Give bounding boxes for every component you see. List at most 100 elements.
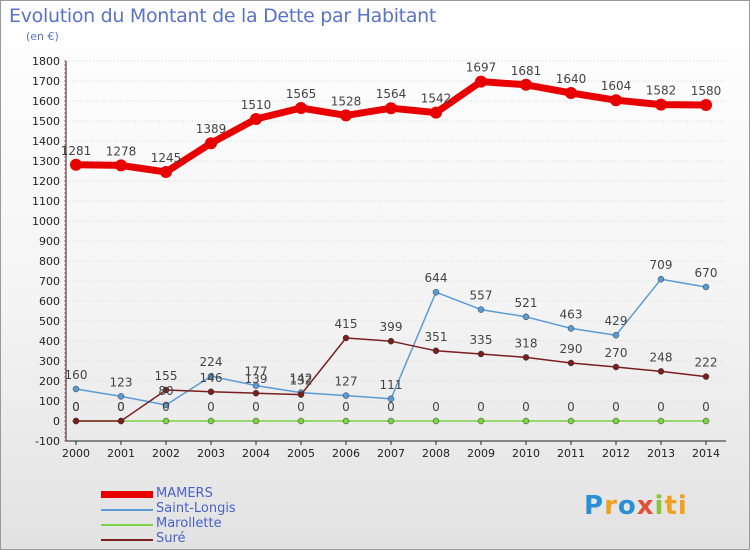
data-point-marollette xyxy=(432,417,440,425)
data-point-marollette xyxy=(297,417,305,425)
data-label-mamers: 1245 xyxy=(151,151,182,165)
data-point-mamers xyxy=(250,113,262,125)
data-label-saint-longis: 521 xyxy=(515,296,538,310)
data-label-mamers: 1697 xyxy=(466,61,497,75)
data-label-mamers: 1564 xyxy=(376,87,407,101)
data-point-marollette xyxy=(657,417,665,425)
data-point-mamers xyxy=(205,137,217,150)
data-point-saint-longis xyxy=(657,275,665,283)
data-point-marollette xyxy=(702,417,710,425)
data-label-sure: 351 xyxy=(425,330,448,344)
x-tick-label: 2004 xyxy=(242,447,270,460)
data-label-marollette: 0 xyxy=(162,400,170,414)
data-label-marollette: 0 xyxy=(297,400,305,414)
data-point-saint-longis xyxy=(567,325,575,332)
data-point-saint-longis xyxy=(477,306,485,313)
y-tick-label: 300 xyxy=(39,355,60,368)
data-label-saint-longis: 127 xyxy=(335,375,358,389)
data-label-marollette: 0 xyxy=(432,400,440,414)
data-label-sure: 139 xyxy=(245,372,268,386)
y-tick-label: 1100 xyxy=(32,195,60,208)
data-label-mamers: 1389 xyxy=(196,122,227,136)
x-tick-label: 2008 xyxy=(422,447,450,460)
data-point-mamers xyxy=(520,78,532,91)
data-label-marollette: 0 xyxy=(117,400,125,414)
y-tick-label: -100 xyxy=(35,435,60,448)
data-label-saint-longis: 644 xyxy=(425,271,448,285)
data-point-mamers xyxy=(430,106,442,119)
y-tick-label: 1600 xyxy=(32,95,60,108)
data-label-sure: 0 xyxy=(72,400,80,414)
y-tick-label: 700 xyxy=(39,275,60,288)
x-tick-label: 2000 xyxy=(62,447,90,460)
data-point-marollette xyxy=(387,417,395,425)
data-label-saint-longis: 709 xyxy=(650,258,673,272)
data-point-sure xyxy=(207,388,215,396)
data-point-mamers xyxy=(340,109,352,122)
legend-label-marollette: Marollette xyxy=(156,516,222,531)
data-point-sure xyxy=(432,347,440,355)
data-label-marollette: 0 xyxy=(72,400,80,414)
data-point-marollette xyxy=(612,417,620,425)
data-label-saint-longis: 123 xyxy=(110,375,133,389)
x-tick-label: 2014 xyxy=(692,447,720,460)
data-point-mamers xyxy=(565,87,577,99)
data-label-marollette: 0 xyxy=(567,400,575,414)
data-point-mamers xyxy=(700,99,712,111)
x-tick-label: 2001 xyxy=(107,447,135,460)
data-point-mamers xyxy=(475,75,487,88)
data-label-saint-longis: 670 xyxy=(695,266,718,280)
x-tick-label: 2002 xyxy=(152,447,180,460)
chart-unit: (en €) xyxy=(26,30,59,43)
data-label-sure: 155 xyxy=(155,369,178,383)
y-tick-label: 1700 xyxy=(32,75,60,88)
data-point-sure xyxy=(297,391,305,398)
axes xyxy=(64,60,726,445)
data-label-sure: 146 xyxy=(200,371,223,385)
x-tick-label: 2007 xyxy=(377,447,405,460)
y-tick-label: 1500 xyxy=(32,115,60,128)
data-point-sure xyxy=(342,334,350,342)
data-point-sure xyxy=(612,363,620,371)
data-point-marollette xyxy=(162,417,170,425)
data-label-sure: 318 xyxy=(515,336,538,350)
data-point-mamers xyxy=(295,102,307,114)
data-point-saint-longis xyxy=(702,283,710,291)
data-label-marollette: 0 xyxy=(342,400,350,414)
data-point-marollette xyxy=(207,417,215,425)
data-label-marollette: 0 xyxy=(477,400,485,414)
y-tick-label: 1400 xyxy=(32,135,60,148)
data-point-saint-longis xyxy=(432,288,440,296)
data-point-marollette xyxy=(522,417,530,425)
data-label-mamers: 1640 xyxy=(556,72,587,86)
data-label-saint-longis: 463 xyxy=(560,307,583,321)
y-tick-label: 1800 xyxy=(32,55,60,68)
data-label-saint-longis: 429 xyxy=(605,314,628,328)
legend-swatch-marollette xyxy=(101,524,153,526)
data-label-mamers: 1604 xyxy=(601,79,632,93)
data-label-marollette: 0 xyxy=(702,400,710,414)
data-label-saint-longis: 160 xyxy=(65,368,88,382)
data-point-mamers xyxy=(160,166,172,178)
y-tick-label: 1300 xyxy=(32,155,60,168)
data-label-mamers: 1565 xyxy=(286,87,317,101)
data-point-marollette xyxy=(342,417,350,425)
series-lines xyxy=(70,75,712,425)
data-point-mamers xyxy=(385,102,397,115)
data-label-saint-longis: 557 xyxy=(470,289,493,303)
data-label-saint-longis: 224 xyxy=(200,355,223,369)
legend-swatch-saint-longis xyxy=(101,509,153,511)
data-point-sure xyxy=(702,373,710,380)
data-point-sure xyxy=(72,417,80,425)
data-point-saint-longis xyxy=(522,313,530,321)
data-label-mamers: 1281 xyxy=(61,144,92,158)
data-point-saint-longis xyxy=(72,385,80,393)
data-label-mamers: 1528 xyxy=(331,94,362,108)
data-point-sure xyxy=(567,359,575,367)
data-point-saint-longis xyxy=(162,401,170,409)
data-label-sure: 248 xyxy=(650,350,673,364)
legend-label-mamers: MAMERS xyxy=(156,486,213,501)
grid-lines xyxy=(66,60,726,442)
y-tick-label: 0 xyxy=(53,415,60,428)
